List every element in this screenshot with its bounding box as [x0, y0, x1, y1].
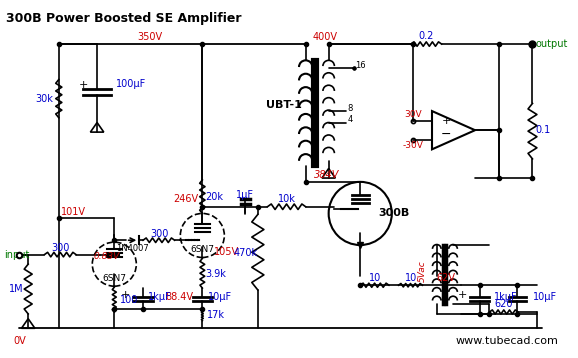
- Text: 10μF: 10μF: [208, 292, 232, 302]
- Text: 10: 10: [368, 272, 381, 282]
- Text: 0.83V: 0.83V: [94, 252, 120, 261]
- Text: 5Vac: 5Vac: [418, 260, 427, 282]
- Text: 400V: 400V: [312, 32, 338, 42]
- Text: 20k: 20k: [205, 192, 223, 202]
- Text: +: +: [79, 80, 88, 90]
- Text: 300B Power Boosted SE Amplifier: 300B Power Boosted SE Amplifier: [6, 12, 242, 25]
- Text: 300: 300: [51, 243, 70, 253]
- Text: 17k: 17k: [207, 310, 225, 320]
- Text: 62V: 62V: [437, 272, 456, 282]
- Text: www.tubecad.com: www.tubecad.com: [456, 336, 559, 346]
- Text: input: input: [4, 250, 29, 260]
- Text: 0.1: 0.1: [535, 125, 551, 135]
- Text: 30k: 30k: [35, 94, 53, 103]
- Text: 1M: 1M: [9, 284, 24, 294]
- Text: 1μF: 1μF: [236, 190, 254, 200]
- Text: 1N4007: 1N4007: [116, 245, 149, 253]
- Text: 100μF: 100μF: [116, 79, 146, 89]
- Text: 6SN7: 6SN7: [190, 245, 214, 254]
- Text: 4: 4: [348, 115, 353, 124]
- Text: 30V: 30V: [404, 110, 422, 119]
- Text: 100: 100: [120, 295, 138, 305]
- Text: 10μF: 10μF: [532, 292, 557, 302]
- Text: +: +: [442, 116, 451, 126]
- Text: output: output: [535, 39, 568, 49]
- Text: 1kμF: 1kμF: [494, 292, 518, 302]
- Text: 0V: 0V: [14, 336, 27, 346]
- Text: +: +: [458, 290, 468, 300]
- Text: 88.4V: 88.4V: [165, 292, 194, 302]
- Text: 10k: 10k: [277, 194, 295, 204]
- Text: 101V: 101V: [61, 207, 86, 217]
- Text: 3.9k: 3.9k: [205, 269, 226, 279]
- Text: 105V: 105V: [214, 247, 239, 257]
- Text: 16: 16: [355, 61, 366, 69]
- Text: 8: 8: [348, 104, 353, 113]
- Text: 0.2: 0.2: [418, 32, 434, 42]
- Text: −: −: [441, 127, 451, 141]
- Text: 246V: 246V: [173, 194, 199, 204]
- Text: 300: 300: [150, 228, 168, 238]
- Text: 350V: 350V: [137, 32, 162, 42]
- Text: +: +: [121, 290, 131, 300]
- Text: 1kμF: 1kμF: [147, 292, 171, 302]
- Text: UBT-1: UBT-1: [266, 100, 302, 110]
- Text: 384V: 384V: [314, 170, 339, 180]
- Text: 300B: 300B: [378, 208, 409, 218]
- Text: 470k: 470k: [234, 248, 257, 258]
- Text: 620: 620: [495, 299, 513, 309]
- Text: 6SN7: 6SN7: [102, 274, 127, 283]
- Text: 10: 10: [405, 272, 417, 282]
- Text: -30V: -30V: [402, 141, 423, 150]
